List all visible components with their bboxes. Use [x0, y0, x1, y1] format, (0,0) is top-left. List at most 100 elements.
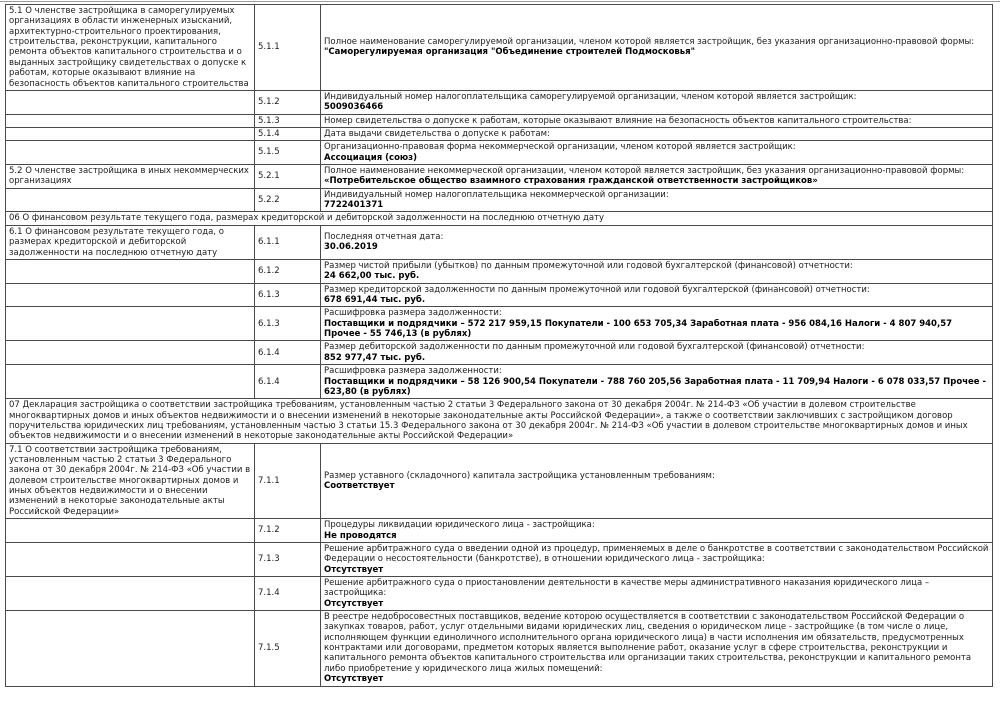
topic-cell	[5, 610, 255, 687]
topic-cell	[5, 113, 255, 128]
row-number-cell: 5.2.1	[254, 164, 321, 189]
content-label: Размер уставного (складочного) капитала …	[324, 470, 715, 481]
table-row: 7.1.5 В реестре недобросовестных поставщи…	[5, 610, 993, 687]
content-cell: Полное наименование саморегулируемой орг…	[320, 4, 993, 91]
table-row: 5.2 О членстве застройщика в иных некомм…	[5, 164, 993, 189]
declaration-table-body: 5.1 О членстве застройщика в саморегулир…	[5, 4, 993, 687]
content-cell: Полное наименование некоммерческой орган…	[320, 164, 993, 189]
declaration-table: 5.1 О членстве застройщика в саморегулир…	[5, 4, 993, 687]
row-number-cell: 5.2.2	[254, 187, 321, 213]
content-value: Соответствует	[324, 480, 395, 491]
content-value: 30.06.2019	[324, 242, 378, 253]
section-header-row: 06 О финансовом результате текущего года…	[5, 211, 993, 226]
content-value: 24 662,00 тыс. руб.	[324, 271, 420, 282]
table-row: 6.1.2 Размер чистой прибыли (убытков) по …	[5, 258, 993, 284]
table-row: 5.2.2 Индивидуальный номер налогоплательщ…	[5, 187, 993, 213]
content-value: Отсутствует	[324, 564, 384, 575]
content-cell: Индивидуальный номер налогоплательщика с…	[320, 89, 993, 115]
content-label: Полное наименование некоммерческой орган…	[324, 166, 965, 177]
content-label: Размер дебиторской задолженности по данн…	[324, 342, 865, 353]
content-value: Ассоциация (союз)	[324, 152, 418, 163]
topic-cell	[5, 306, 255, 342]
content-value: Поставщики и подрядчики – 572 217 959,15…	[324, 318, 953, 340]
content-value: Не проводятся	[324, 530, 397, 541]
content-label: Решение арбитражного суда о введении одн…	[324, 543, 989, 565]
table-row: 5.1 О членстве застройщика в саморегулир…	[5, 4, 993, 91]
row-number-cell: 5.1.5	[254, 140, 321, 166]
content-cell: Организационно-правовая форма некоммерче…	[320, 140, 993, 166]
row-number-cell: 7.1.3	[254, 541, 321, 577]
table-row: 6.1.3 Размер кредиторской задолженности п…	[5, 282, 993, 308]
topic-cell	[5, 575, 255, 612]
content-cell: Размер уставного (складочного) капитала …	[320, 442, 993, 520]
row-number-cell: 6.1.3	[254, 306, 321, 342]
content-label: Процедуры ликвидации юридического лица -…	[324, 520, 595, 531]
section-header-cell: 06 О финансовом результате текущего года…	[5, 211, 993, 226]
content-label: Последняя отчетная дата:	[324, 232, 444, 242]
content-label: Расшифровка размера задолженности:	[324, 366, 502, 377]
content-value: 852 977,47 тыс. руб.	[324, 352, 426, 363]
content-cell: Решение арбитражного суда о введении одн…	[320, 541, 993, 577]
topic-cell	[5, 140, 255, 166]
topic-cell	[5, 282, 255, 308]
table-row: 6.1 О финансовом результате текущего год…	[5, 224, 993, 260]
content-label: Индивидуальный номер налогоплательщика с…	[324, 91, 857, 102]
content-cell: Размер чистой прибыли (убытков) по данны…	[320, 258, 993, 284]
content-label: Индивидуальный номер налогоплательщика н…	[324, 189, 669, 200]
content-label: Номер свидетельства о допуске к работам,…	[324, 115, 912, 126]
content-label: Решение арбитражного суда о приостановле…	[324, 577, 930, 599]
content-value: 5009036466	[324, 102, 384, 113]
table-row: 7.1.3 Решение арбитражного суда о введени…	[5, 541, 993, 577]
content-value: «Потребительское общество взаимного стра…	[324, 176, 818, 187]
topic-cell: 7.1 О соответствии застройщика требовани…	[5, 442, 255, 520]
row-number-cell: 5.1.1	[254, 4, 321, 91]
topic-cell	[5, 258, 255, 284]
content-cell: Расшифровка размера задолженности: Постав…	[320, 306, 993, 342]
content-cell: Дата выдачи свидетельства о допуске к ра…	[320, 126, 993, 142]
topic-cell	[5, 518, 255, 543]
row-number-cell: 7.1.5	[254, 610, 321, 687]
section-header-cell: 07 Декларация застройщика о соответствии…	[5, 398, 993, 444]
content-value: 7722401371	[324, 200, 384, 211]
row-number-cell: 5.1.3	[254, 113, 321, 128]
content-value: Поставщики и подрядчики – 58 126 900,54 …	[324, 376, 987, 397]
row-number-cell: 7.1.2	[254, 518, 321, 543]
table-row: 7.1.4 Решение арбитражного суда о приоста…	[5, 575, 993, 612]
section-header-row: 07 Декларация застройщика о соответствии…	[5, 398, 993, 444]
row-number-cell: 5.1.4	[254, 126, 321, 142]
content-cell: Размер дебиторской задолженности по данн…	[320, 340, 993, 366]
topic-cell: 5.2 О членстве застройщика в иных некомм…	[5, 164, 255, 189]
topic-cell	[5, 187, 255, 213]
row-number-cell: 6.1.4	[254, 364, 321, 400]
content-cell: Решение арбитражного суда о приостановле…	[320, 575, 993, 612]
content-cell: Расшифровка размера задолженности: Постав…	[320, 364, 993, 400]
table-row: 7.1.2 Процедуры ликвидации юридического л…	[5, 518, 993, 543]
row-number-cell: 6.1.3	[254, 282, 321, 308]
content-cell: Номер свидетельства о допуске к работам,…	[320, 113, 993, 128]
content-cell: В реестре недобросовестных поставщиков, …	[320, 610, 993, 687]
page-top-rule	[0, 1, 1000, 2]
table-row: 6.1.3 Расшифровка размера задолженности: П…	[5, 306, 993, 342]
content-cell: Последняя отчетная дата: 30.06.2019	[320, 224, 993, 260]
content-label: В реестре недобросовестных поставщиков, …	[324, 612, 972, 674]
table-row: 5.1.5 Организационно-правовая форма неком…	[5, 140, 993, 166]
topic-cell	[5, 364, 255, 400]
content-label: Расшифровка размера задолженности:	[324, 308, 502, 319]
content-label: Размер чистой прибыли (убытков) по данны…	[324, 260, 853, 271]
row-number-cell: 7.1.1	[254, 442, 321, 520]
content-cell: Процедуры ликвидации юридического лица -…	[320, 518, 993, 543]
table-row: 5.1.3 Номер свидетельства о допуске к раб…	[5, 113, 993, 128]
content-label: Дата выдачи свидетельства о допуске к ра…	[324, 128, 550, 139]
content-cell: Индивидуальный номер налогоплательщика н…	[320, 187, 993, 213]
content-label: Организационно-правовая форма некоммерче…	[324, 142, 796, 153]
content-cell: Размер кредиторской задолженности по дан…	[320, 282, 993, 308]
content-value: Отсутствует	[324, 674, 384, 685]
topic-cell: 5.1 О членстве застройщика в саморегулир…	[5, 4, 255, 91]
table-row: 5.1.4 Дата выдачи свидетельства о допуске…	[5, 126, 993, 142]
topic-cell	[5, 340, 255, 366]
table-row: 6.1.4 Расшифровка размера задолженности: П…	[5, 364, 993, 400]
row-number-cell: 6.1.2	[254, 258, 321, 284]
content-label: Размер кредиторской задолженности по дан…	[324, 284, 870, 295]
content-label: Полное наименование саморегулируемой орг…	[324, 37, 975, 48]
